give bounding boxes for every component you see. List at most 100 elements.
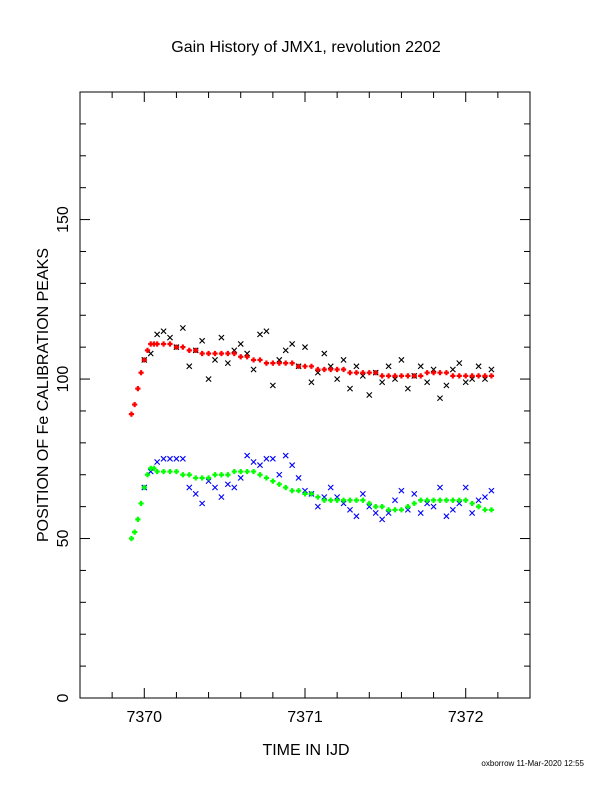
data-point [340,356,347,363]
data-point [360,370,366,376]
data-point [437,370,443,376]
data-point [347,385,353,392]
data-point [132,401,138,408]
data-point [186,363,193,370]
data-point [379,504,385,510]
data-point [257,357,263,363]
data-point [417,363,424,370]
data-point [141,357,147,363]
data-point [347,506,353,513]
data-point [179,455,186,462]
data-point [405,373,411,379]
data-point [141,484,147,491]
data-point [340,500,347,507]
data-point [450,373,456,379]
data-point [263,360,270,366]
data-point [398,373,405,379]
data-point [462,484,469,491]
data-point [469,373,475,379]
data-point [138,370,144,376]
data-point [257,462,263,469]
data-point [315,366,321,373]
axis-ticks [79,91,531,699]
data-point [205,376,212,383]
data-point [218,350,225,357]
data-point [379,373,385,379]
data-point [366,392,373,398]
data-point [321,350,328,357]
data-point [404,385,411,392]
data-point [475,497,482,504]
data-point [257,331,263,338]
data-point [482,494,488,501]
data-point [289,462,296,469]
data-point [463,373,469,379]
data-point [398,487,405,494]
data-point [405,504,411,510]
data-point [199,475,205,481]
data-point [199,350,205,357]
data-point [347,370,353,376]
data-point [475,504,482,510]
data-point [321,497,327,503]
data-point [314,369,321,376]
data-point [144,347,151,353]
data-point [328,497,334,503]
data-point [167,341,173,347]
data-point [186,347,192,353]
data-point [250,357,257,363]
data-point [385,510,392,516]
data-point [250,468,257,475]
data-point [276,360,282,366]
data-point [385,507,392,513]
data-point [154,458,161,465]
data-point [411,490,418,497]
data-point [334,497,340,503]
data-point [366,370,372,376]
data-point [238,468,244,475]
data-point [244,354,250,360]
series-1 [128,341,495,417]
data-point [231,350,237,357]
data-point [373,370,379,376]
data-point [179,325,186,332]
data-point [430,503,437,510]
data-point [257,472,263,478]
data-point [186,484,193,491]
data-point [295,363,302,369]
plot-frame [79,91,531,699]
data-point [373,504,379,510]
data-point [205,478,212,485]
data-point [411,373,417,379]
data-point [167,334,173,341]
data-point [212,472,218,478]
data-point [437,395,443,402]
data-point [456,500,463,507]
y-axis-label: POSITION OF Fe CALIBRATION PEAKS [35,248,52,542]
x-tick-label: 7370 [126,709,162,726]
data-point [218,334,225,341]
data-point [173,468,180,475]
data-point [276,481,282,487]
y-tick-label: 50 [55,530,72,548]
data-point [482,507,488,513]
data-point [283,360,289,366]
data-point [244,452,251,459]
data-point [302,487,308,494]
data-point [289,488,295,494]
data-point [315,494,321,500]
data-point [167,468,173,475]
data-point [443,370,450,376]
data-point [263,455,270,462]
data-point [482,373,488,379]
data-points [128,325,495,542]
data-point [379,516,386,523]
data-point [231,468,237,475]
data-point [475,373,482,379]
data-point [237,340,244,347]
series-0 [141,325,495,402]
data-point [488,373,495,379]
data-point [237,474,244,481]
data-point [469,510,476,516]
data-point [160,468,167,475]
